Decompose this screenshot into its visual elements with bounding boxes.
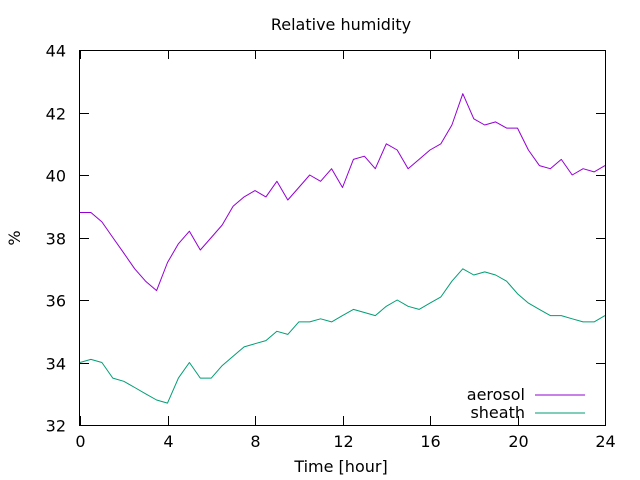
y-axis: 32 34 36 38 40 42 44 [46,42,605,436]
plot-frame [79,50,606,426]
x-axis: 0 4 8 12 16 20 24 [75,50,616,451]
y-tick-label: 36 [46,292,66,311]
y-tick-label: 42 [46,105,66,124]
x-tick-label: 16 [420,432,440,451]
series-line-sheath [79,268,606,404]
series-group [79,93,606,404]
x-tick-label: 8 [250,432,260,451]
y-tick-label: 40 [46,167,66,186]
x-tick-label: 4 [163,432,173,451]
legend-label-aerosol: aerosol [467,385,525,404]
x-tick-label: 12 [333,432,353,451]
y-tick-label: 38 [46,230,66,249]
x-tick-label: 24 [595,432,615,451]
series-line-aerosol [80,93,606,292]
y-tick-label: 32 [46,417,66,436]
y-axis-label: % [5,230,24,245]
x-tick-label: 20 [508,432,528,451]
legend-label-sheath: sheath [470,403,525,422]
x-axis-label: Time [hour] [293,457,387,476]
y-tick-label: 34 [46,355,66,374]
y-tick-label: 44 [46,42,66,61]
x-tick-label: 0 [75,432,85,451]
legend: aerosol sheath [467,385,585,422]
chart-title: Relative humidity [271,15,411,34]
